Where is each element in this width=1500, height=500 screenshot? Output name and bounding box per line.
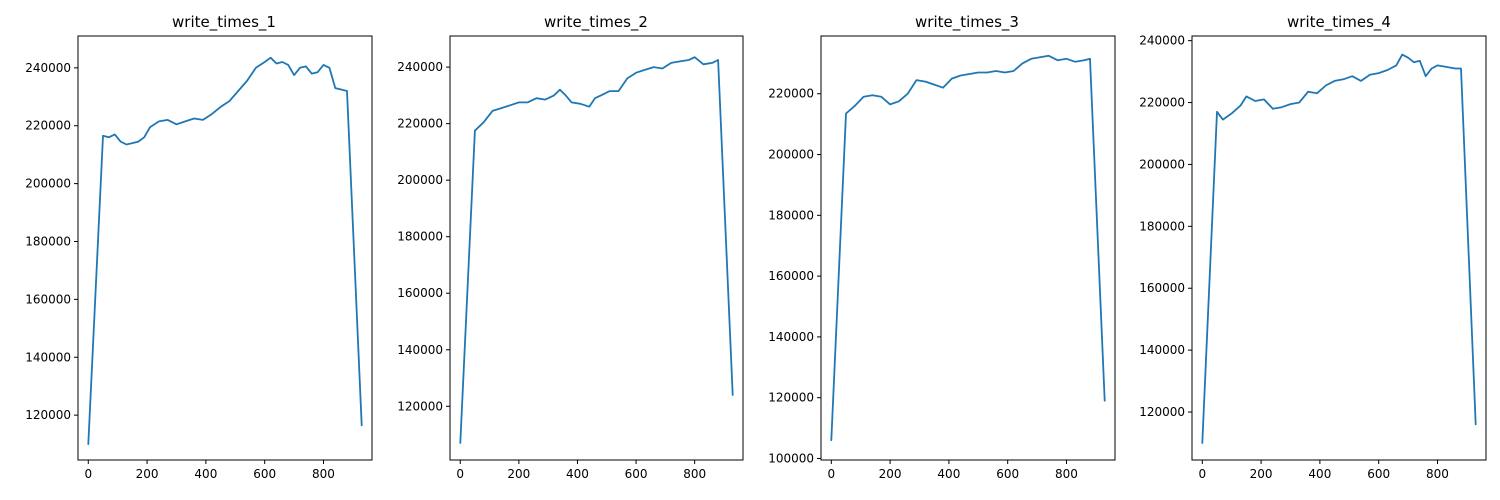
series-line	[87, 56, 363, 446]
y-tick-label: 200000	[25, 177, 71, 191]
x-tick-label: 400	[566, 467, 589, 481]
y-tick-label: 140000	[25, 350, 71, 364]
y-tick-label: 220000	[397, 117, 443, 131]
x-tick-label: 400	[1308, 467, 1331, 481]
x-tick-label: 0	[456, 467, 464, 481]
y-tick-label: 120000	[397, 399, 443, 413]
x-tick-label: 800	[1055, 467, 1078, 481]
y-tick-label: 180000	[1139, 219, 1185, 233]
subplot-1: write_times_1 0 200 400 600 800 120000 140000 1…	[25, 13, 373, 481]
subplot-4: write_times_4 0 200 400 600 800 120000 140000 1…	[1139, 13, 1487, 481]
chart-title: write_times_4	[1287, 13, 1391, 32]
y-tick-label: 200000	[768, 148, 814, 162]
y-tick-label: 140000	[397, 343, 443, 357]
x-tick-label: 600	[625, 467, 648, 481]
series-line	[1201, 53, 1477, 444]
x-tick-label: 200	[879, 467, 902, 481]
y-tick-label: 240000	[1139, 34, 1185, 48]
y-tick-label: 160000	[1139, 281, 1185, 295]
x-tick-label: 400	[194, 467, 217, 481]
y-tick-label: 160000	[768, 269, 814, 283]
x-tick-label: 600	[996, 467, 1019, 481]
series-line	[459, 56, 734, 444]
y-tick-label: 180000	[25, 234, 71, 248]
x-tick-label: 400	[937, 467, 960, 481]
y-tick-label: 140000	[768, 330, 814, 344]
x-tick-label: 800	[312, 467, 335, 481]
series-line	[830, 54, 1106, 442]
y-tick-label: 240000	[25, 61, 71, 75]
x-tick-label: 600	[253, 467, 276, 481]
x-tick-label: 600	[1367, 467, 1390, 481]
y-tick-label: 180000	[397, 230, 443, 244]
axes-frame	[820, 35, 1116, 461]
axes-frame	[449, 35, 744, 461]
y-tick-label: 160000	[397, 286, 443, 300]
y-tick-label: 160000	[25, 292, 71, 306]
x-tick-label: 0	[84, 467, 92, 481]
y-tick-label: 220000	[1139, 96, 1185, 110]
y-tick-label: 200000	[1139, 157, 1185, 171]
x-tick-label: 0	[1198, 467, 1206, 481]
chart-title: write_times_1	[172, 13, 276, 32]
subplot-2: write_times_2 0 200 400 600 800 120000 140000 1…	[397, 13, 744, 481]
axes-frame	[77, 35, 373, 461]
x-tick-label: 200	[1250, 467, 1273, 481]
y-tick-label: 140000	[1139, 343, 1185, 357]
x-tick-label: 800	[1426, 467, 1449, 481]
axes-frame	[1191, 35, 1487, 461]
subplot-3: write_times_3 0 200 400 600 800 100000 120000 1…	[768, 13, 1116, 481]
x-tick-label: 200	[507, 467, 530, 481]
y-tick-label: 220000	[768, 87, 814, 101]
y-tick-label: 120000	[25, 408, 71, 422]
y-tick-label: 200000	[397, 173, 443, 187]
y-tick-label: 120000	[768, 391, 814, 405]
y-tick-label: 100000	[768, 451, 814, 465]
x-tick-label: 0	[827, 467, 835, 481]
chart-title: write_times_3	[915, 13, 1019, 32]
x-tick-label: 200	[136, 467, 159, 481]
y-tick-label: 240000	[397, 60, 443, 74]
x-tick-label: 800	[683, 467, 706, 481]
y-tick-label: 120000	[1139, 405, 1185, 419]
y-tick-label: 220000	[25, 119, 71, 133]
chart-title: write_times_2	[544, 13, 648, 32]
y-tick-label: 180000	[768, 208, 814, 222]
